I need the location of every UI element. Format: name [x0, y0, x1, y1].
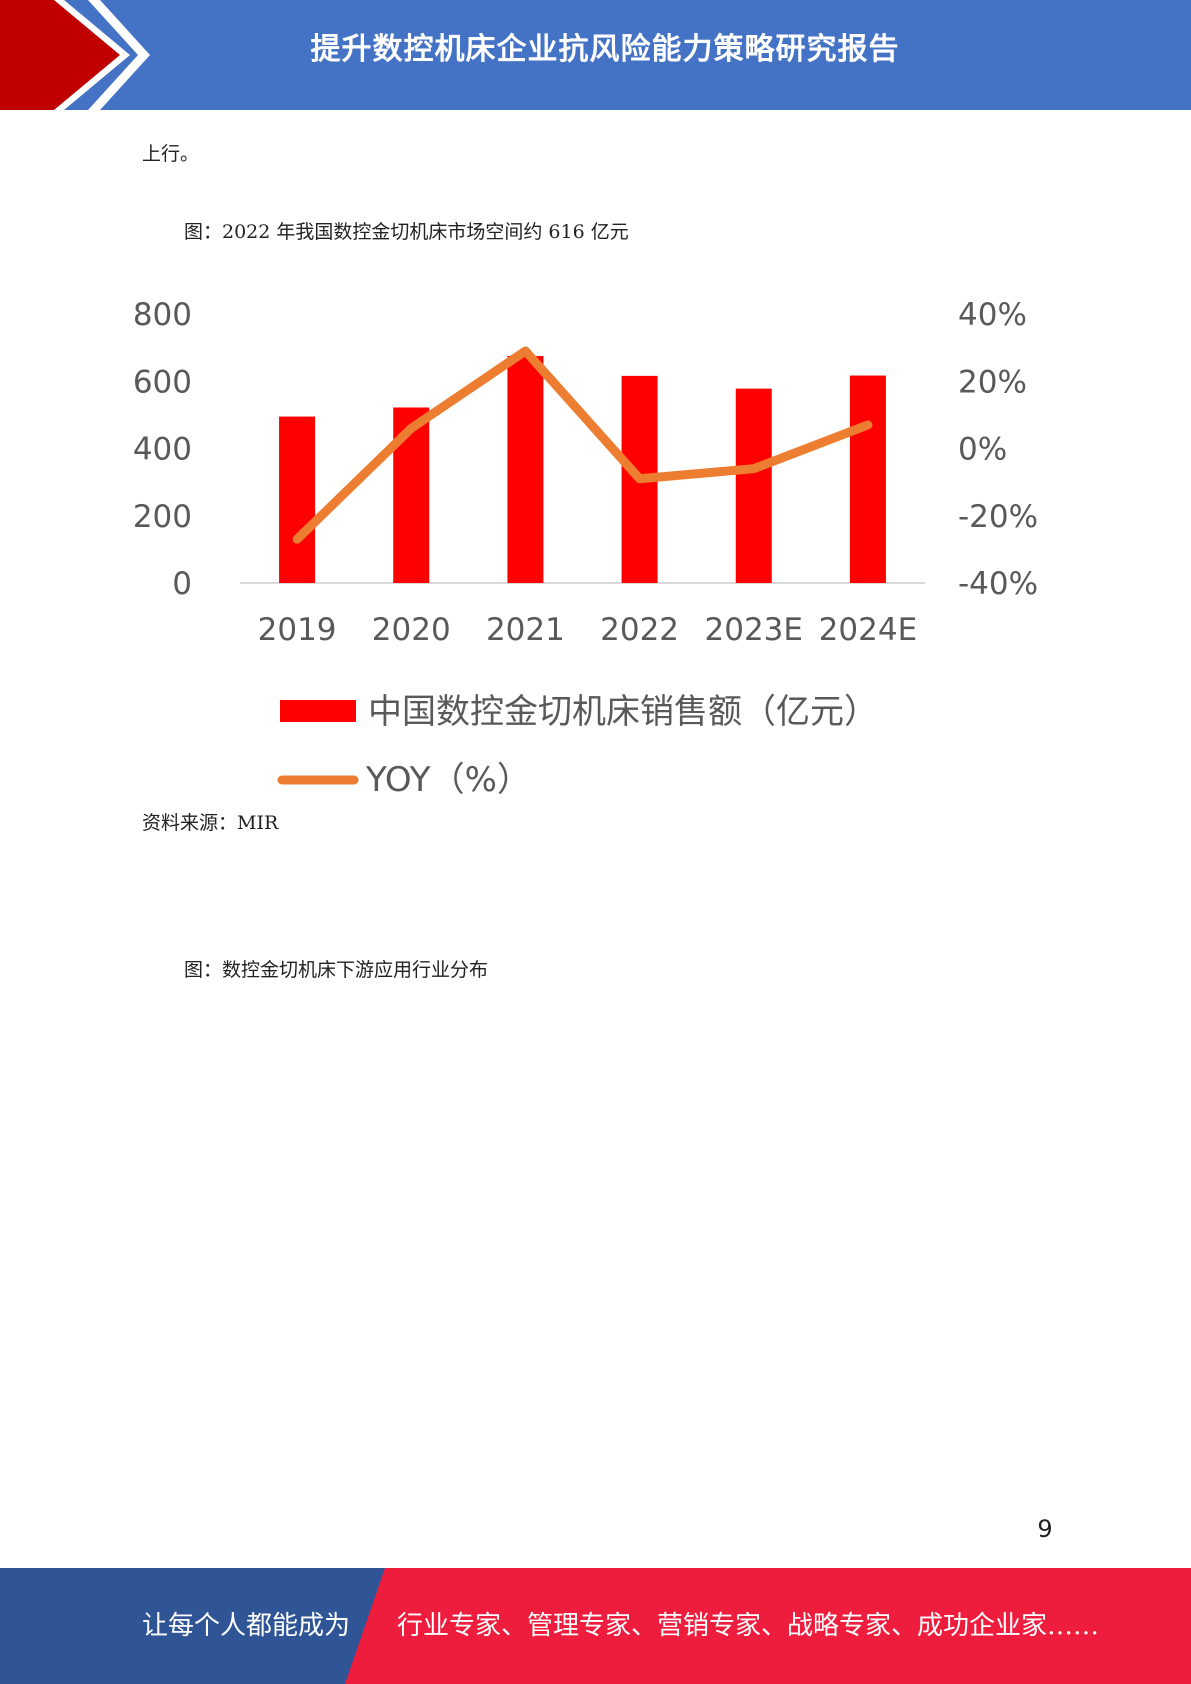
x-tick-label: 2021 — [486, 612, 565, 648]
x-tick-label: 2022 — [600, 612, 679, 648]
y-right-tick-label: -20% — [958, 499, 1038, 535]
yoy-point — [866, 423, 869, 426]
bar — [849, 375, 886, 583]
x-tick-label: 2023E — [705, 612, 803, 648]
yoy-point — [410, 427, 413, 430]
bar — [279, 416, 316, 583]
source-note: 资料来源：MIR — [142, 812, 279, 834]
yoy-point — [296, 538, 299, 541]
y-right-tick-label: 40% — [958, 297, 1027, 333]
figure2-caption: 图：数控金切机床下游应用行业分布 — [184, 959, 489, 981]
footer-slogan-left: 让每个人都能成为 — [142, 1611, 351, 1641]
y-right-tick-label: -40% — [958, 566, 1038, 602]
legend-bar-label: 中国数控金切机床销售额（亿元） — [368, 692, 878, 732]
x-tick-label: 2019 — [258, 612, 337, 648]
header-chevron-decoration — [0, 0, 150, 110]
bar — [735, 388, 772, 583]
footer-slogan-right: 行业专家、管理专家、营销专家、战略专家、成功企业家…… — [397, 1611, 1100, 1641]
y-left-tick-label: 0 — [172, 566, 192, 602]
bar — [507, 356, 544, 583]
x-tick-label: 2024E — [819, 612, 917, 648]
yoy-point — [638, 477, 641, 480]
footer-background — [0, 1568, 1191, 1684]
intro-text-tail: 上行。 — [142, 143, 200, 165]
yoy-point — [524, 349, 527, 352]
page-header: 提升数控机床企业抗风险能力策略研究报告 — [0, 0, 1191, 110]
page-number: 9 — [1037, 1515, 1053, 1543]
y-left-tick-label: 400 — [133, 432, 192, 468]
yoy-point — [752, 467, 755, 470]
y-left-tick-label: 600 — [133, 364, 192, 400]
legend-bar-swatch — [280, 700, 356, 722]
yoy-line — [292, 346, 873, 544]
x-tick-label: 2020 — [372, 612, 451, 648]
y-right-tick-label: 20% — [958, 364, 1027, 400]
y-right-tick-label: 0% — [958, 432, 1007, 468]
report-title: 提升数控机床企业抗风险能力策略研究报告 — [310, 32, 900, 67]
page-footer: 让每个人都能成为 行业专家、管理专家、营销专家、战略专家、成功企业家…… — [0, 1568, 1191, 1684]
figure1-caption: 图：2022 年我国数控金切机床市场空间约 616 亿元 — [184, 221, 629, 243]
market-size-chart: 0 200 400 600 800 -40% -20% 0% 20% 40% 2019 2020 202… — [133, 297, 1038, 800]
y-left-tick-label: 200 — [133, 499, 192, 535]
y-left-tick-label: 800 — [133, 297, 192, 333]
legend-line-label: YOY（%） — [365, 760, 531, 800]
